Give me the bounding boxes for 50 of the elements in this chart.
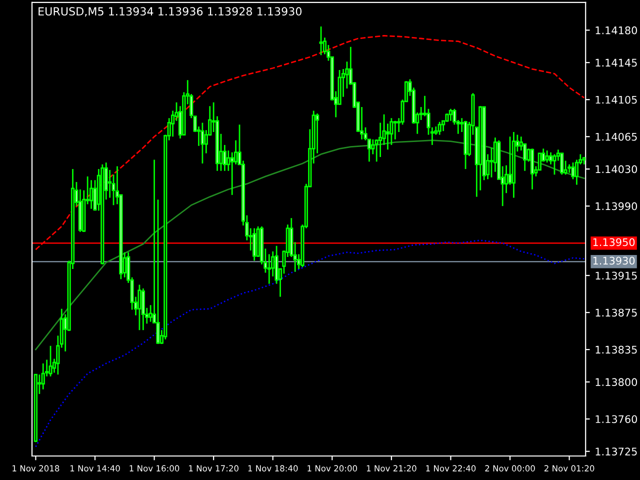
candlestick [89,179,94,210]
candlestick [393,120,397,140]
ref-line-label: 1.13950 [593,238,635,246]
candlestick [252,228,256,262]
candlestick [156,198,160,345]
y-tick-label: 1.14180 [596,26,638,34]
candlestick [552,154,556,176]
ref-line-label: 1.13930 [593,256,635,265]
candlestick [560,152,564,176]
candlestick [508,136,512,186]
y-tick-label: 1.13875 [596,308,637,317]
line-series [35,35,585,250]
y-tick-label: 1.13760 [596,415,638,424]
candlestick [48,345,52,378]
chart-title: EURUSD,M5 1.13934 1.13936 1.13928 1.13930 [38,7,302,17]
candlestick [386,122,390,150]
y-tick-label: 1.14105 [596,96,637,104]
candlestick [438,121,442,136]
y-tick-label: 1.14145 [596,58,637,67]
line-series [35,140,585,350]
candlestick [230,152,234,196]
candlestick [41,362,45,390]
y-tick-label: 1.13990 [596,202,638,210]
candlestick [390,117,394,146]
x-tick-label: 1 Nov 16:00 [130,465,180,472]
candlestick [545,150,549,164]
x-tick-label: 1 Nov 14:40 [70,465,120,472]
x-tick-label: 1 Nov 21:20 [366,465,416,472]
candlestick [200,122,204,164]
x-tick-label: 1 Nov 17:20 [189,465,238,472]
candlestick [319,26,323,56]
x-tick-label: 2 Nov 00:00 [485,465,535,472]
candlestick [571,162,575,180]
y-tick-label: 1.13915 [596,272,637,280]
x-tick-label: 1 Nov 20:00 [308,465,358,472]
y-tick-label: 1.14065 [596,132,637,141]
x-tick-label: 1 Nov 2018 [12,465,60,472]
candlestick [548,152,553,166]
y-tick-label: 1.13800 [596,378,638,386]
line-series [35,240,585,448]
candlestick [138,284,142,331]
y-tick-label: 1.13835 [596,346,637,354]
candlestick [316,112,320,154]
candlestick [141,288,145,331]
x-tick-label: 1 Nov 22:40 [426,465,476,472]
candlestick [448,108,453,122]
y-tick-label: 1.14030 [596,165,638,174]
x-tick-label: 1 Nov 18:40 [248,465,298,472]
y-tick-label: 1.13725 [596,448,637,456]
x-tick-label: 2 Nov 01:20 [544,465,594,472]
